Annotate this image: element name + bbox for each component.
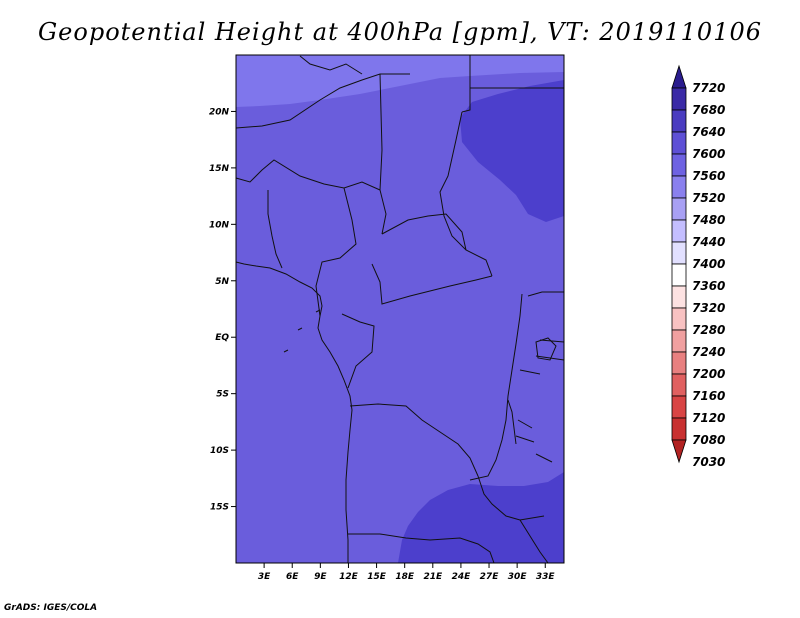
- border-congo: [341, 313, 375, 389]
- colorbar-label: 7560: [692, 169, 725, 183]
- band-7520-7560-north: [236, 55, 564, 107]
- colorbar-label: 7720: [692, 81, 725, 95]
- x-tick-label: 3E: [258, 572, 271, 582]
- y-tick-label: 5N: [215, 277, 229, 287]
- x-tick-label: 12E: [339, 572, 359, 582]
- colorbar-swatch: [671, 351, 687, 375]
- colorbar-label: 7200: [692, 367, 725, 381]
- border-lake-tanganyika: [507, 399, 517, 445]
- band-7600-7640-northeast: [460, 80, 564, 222]
- x-tick-label: 18E: [395, 572, 415, 582]
- grads-credit: GrADS: IGES/COLA: [4, 603, 98, 613]
- y-tick-label: 20N: [209, 107, 230, 117]
- y-tick-label: 10N: [209, 220, 230, 230]
- border-east-1: [527, 291, 564, 297]
- colorbar-swatch: [671, 417, 687, 441]
- border-gulf-islands: [283, 309, 321, 353]
- colorbar-label: 7640: [692, 125, 725, 139]
- y-tick-label: 5S: [216, 390, 229, 400]
- height-field: [236, 55, 564, 563]
- border-west-sahel: [235, 159, 381, 191]
- border-drc-east: [469, 293, 523, 481]
- y-tick-label: 15S: [210, 503, 229, 513]
- colorbar-label: 7360: [692, 279, 725, 293]
- colorbar-swatch: [671, 219, 687, 243]
- colorbar-swatch: [671, 329, 687, 353]
- colorbar-label: 7160: [692, 389, 725, 403]
- colorbar-label: 7440: [692, 235, 725, 249]
- border-mozambique: [519, 519, 549, 564]
- colorbar-label: 7280: [692, 323, 725, 337]
- chart-title: Geopotential Height at 400hPa [gpm], VT:…: [38, 18, 762, 46]
- coastline-west: [235, 261, 353, 563]
- x-tick-label: 9E: [314, 572, 327, 582]
- x-tick-label: 6E: [286, 572, 299, 582]
- y-tick-label: EQ: [215, 333, 229, 343]
- y-tick-label: 10S: [210, 446, 229, 456]
- x-tick-label: 27E: [480, 572, 500, 582]
- x-tick-label: 30E: [508, 572, 528, 582]
- colorbar-label: 7120: [692, 411, 725, 425]
- country-boundaries: [235, 55, 565, 564]
- x-tick-label: 21E: [423, 572, 443, 582]
- colorbar-label: 7520: [692, 191, 725, 205]
- colorbar-label: 7400: [692, 257, 725, 271]
- border-drc-south: [349, 403, 479, 477]
- colorbar-swatch: [671, 307, 687, 331]
- colorbar-swatch: [671, 131, 687, 155]
- colorbar-swatch: [671, 153, 687, 177]
- band-7600-7640-southeast: [398, 472, 564, 563]
- border-angola-south: [348, 533, 495, 564]
- border-east-2: [515, 339, 565, 463]
- colorbar-label: 7320: [692, 301, 725, 315]
- colorbar-swatch: [671, 109, 687, 133]
- border-zambia: [477, 475, 545, 521]
- colorbar-swatch: [671, 285, 687, 309]
- border-car-south: [371, 263, 493, 305]
- colorbar-label: 7080: [692, 433, 725, 447]
- border-sahara-1: [235, 73, 410, 129]
- border-nigeria: [267, 190, 283, 269]
- y-tick-label: 15N: [209, 164, 230, 174]
- x-tick-label: 33E: [536, 572, 556, 582]
- x-tick-label: 15E: [367, 572, 387, 582]
- border-car: [381, 213, 467, 251]
- border-sahara-3: [299, 55, 363, 75]
- colorbar-swatch: [671, 175, 687, 199]
- y-axis: 20N 15N 10N 5N EQ 5S 10S 15S: [209, 107, 236, 513]
- border-lake-victoria: [535, 337, 557, 361]
- colorbar-swatch: [671, 263, 687, 287]
- x-axis: 3E 6E 9E 12E 15E 18E 21E 24E 27E 30E 33E: [258, 563, 556, 582]
- colorbar-swatch: [671, 197, 687, 221]
- border-libya-egypt: [461, 55, 471, 113]
- x-tick-label: 24E: [452, 572, 472, 582]
- colorbar-swatch: [671, 87, 687, 111]
- map-frame: [235, 54, 565, 564]
- colorbar-label: 7030: [692, 455, 725, 469]
- border-chad-sudan: [439, 111, 493, 277]
- colorbar-label: 7600: [692, 147, 725, 161]
- colorbar-swatch: [671, 439, 687, 464]
- colorbar-swatch: [671, 64, 687, 89]
- colorbar-label: 7680: [692, 103, 725, 117]
- border-cameroon: [315, 187, 357, 317]
- colorbar-swatch: [671, 395, 687, 419]
- colorbar-swatch: [671, 373, 687, 397]
- colorbar-swatch: [671, 241, 687, 265]
- colorbar-label: 7480: [692, 213, 725, 227]
- colorbar-label: 7240: [692, 345, 725, 359]
